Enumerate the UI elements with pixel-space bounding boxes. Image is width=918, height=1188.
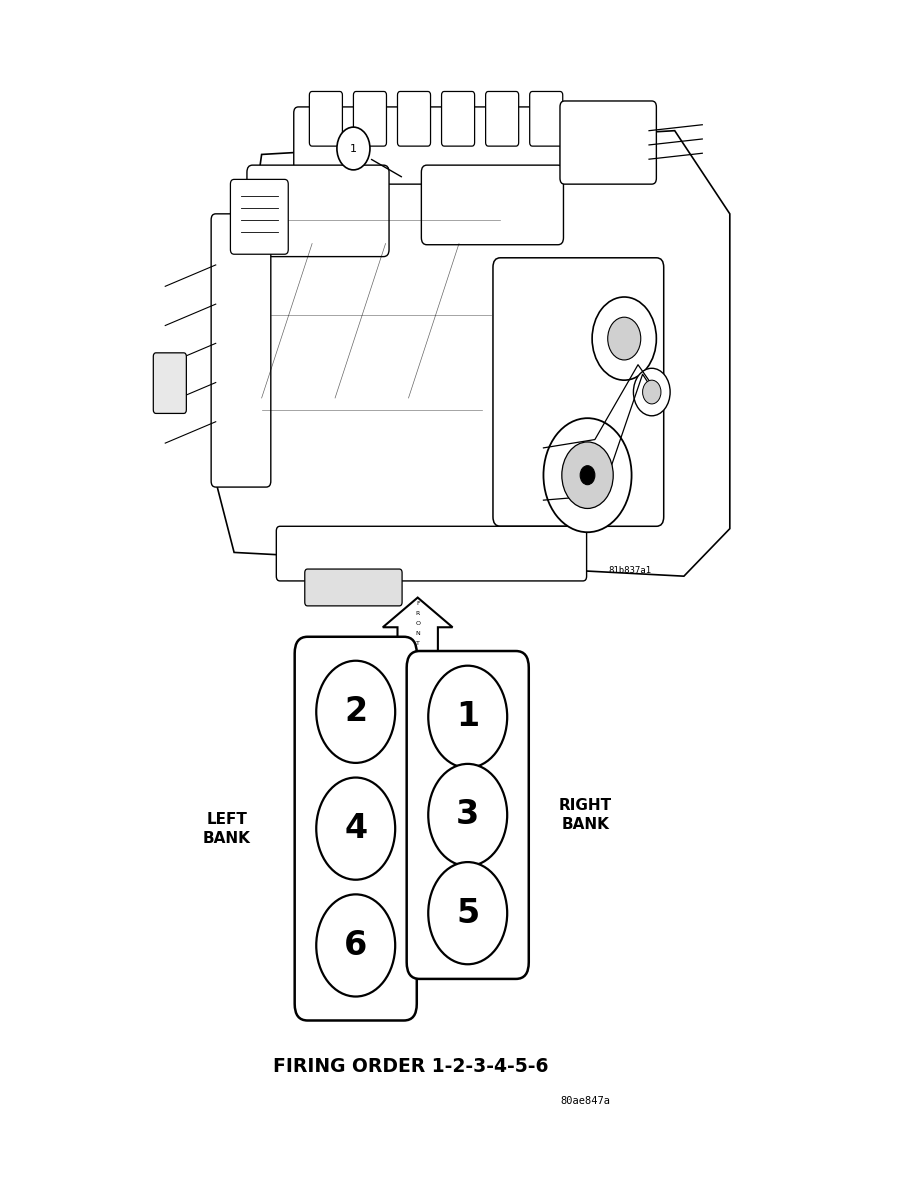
Circle shape bbox=[316, 895, 395, 997]
Text: N: N bbox=[415, 631, 420, 637]
Circle shape bbox=[429, 862, 507, 965]
FancyBboxPatch shape bbox=[442, 91, 475, 146]
FancyBboxPatch shape bbox=[247, 165, 389, 257]
Text: 1: 1 bbox=[350, 144, 357, 153]
FancyBboxPatch shape bbox=[407, 651, 529, 979]
FancyBboxPatch shape bbox=[295, 637, 417, 1020]
Circle shape bbox=[429, 665, 507, 767]
FancyBboxPatch shape bbox=[153, 353, 186, 413]
Text: R: R bbox=[416, 611, 420, 617]
FancyBboxPatch shape bbox=[309, 91, 342, 146]
FancyBboxPatch shape bbox=[560, 101, 656, 184]
Text: 4: 4 bbox=[344, 813, 367, 845]
FancyBboxPatch shape bbox=[294, 107, 560, 184]
FancyBboxPatch shape bbox=[421, 165, 564, 245]
Circle shape bbox=[580, 466, 595, 485]
Circle shape bbox=[429, 764, 507, 866]
Text: 81b837a1: 81b837a1 bbox=[609, 565, 652, 575]
Circle shape bbox=[608, 317, 641, 360]
Text: 80ae847a: 80ae847a bbox=[561, 1097, 610, 1106]
Circle shape bbox=[316, 778, 395, 879]
Text: 2: 2 bbox=[344, 695, 367, 728]
Circle shape bbox=[562, 442, 613, 508]
FancyBboxPatch shape bbox=[486, 91, 519, 146]
Circle shape bbox=[592, 297, 656, 380]
Polygon shape bbox=[216, 131, 730, 576]
Polygon shape bbox=[383, 598, 453, 651]
Text: FIRING ORDER 1-2-3-4-5-6: FIRING ORDER 1-2-3-4-5-6 bbox=[273, 1057, 548, 1076]
Text: 3: 3 bbox=[456, 798, 479, 832]
FancyBboxPatch shape bbox=[530, 91, 563, 146]
Circle shape bbox=[543, 418, 632, 532]
Circle shape bbox=[337, 127, 370, 170]
Text: RIGHT
BANK: RIGHT BANK bbox=[559, 798, 612, 832]
Circle shape bbox=[633, 368, 670, 416]
Text: LEFT
BANK: LEFT BANK bbox=[203, 813, 251, 846]
Circle shape bbox=[316, 661, 395, 763]
Text: 6: 6 bbox=[344, 929, 367, 962]
Text: T: T bbox=[416, 642, 420, 646]
Text: O: O bbox=[415, 621, 420, 626]
FancyBboxPatch shape bbox=[230, 179, 288, 254]
Text: 5: 5 bbox=[456, 897, 479, 930]
FancyBboxPatch shape bbox=[493, 258, 664, 526]
Text: F: F bbox=[416, 601, 420, 606]
Text: 1: 1 bbox=[456, 700, 479, 733]
FancyBboxPatch shape bbox=[353, 91, 386, 146]
Circle shape bbox=[643, 380, 661, 404]
FancyBboxPatch shape bbox=[397, 91, 431, 146]
FancyBboxPatch shape bbox=[305, 569, 402, 606]
FancyBboxPatch shape bbox=[276, 526, 587, 581]
FancyBboxPatch shape bbox=[211, 214, 271, 487]
